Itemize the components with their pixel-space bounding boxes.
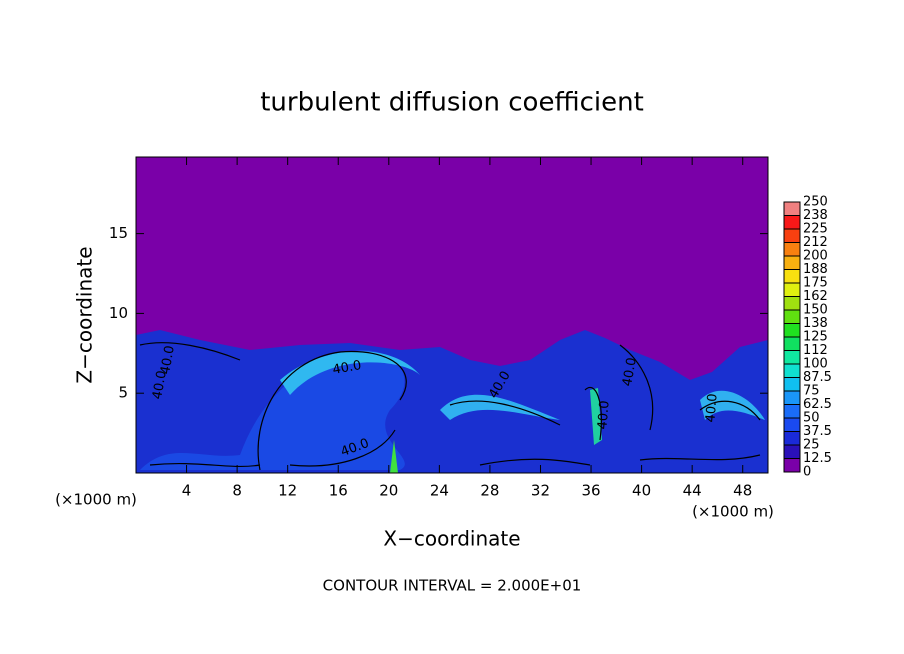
- field: [136, 157, 768, 473]
- x-tick-label: 28: [480, 482, 499, 500]
- field-swirl: [280, 351, 420, 395]
- y-tick-label: 5: [118, 384, 128, 402]
- y-axis-label: Z−coordinate: [73, 246, 97, 383]
- colorbar-label: 250: [803, 195, 828, 210]
- colorbar-label: 100: [803, 357, 828, 372]
- contour-label: 40.0: [158, 344, 178, 375]
- colorbar-label: 25: [803, 438, 820, 453]
- field-swirl: [390, 440, 398, 473]
- contours: [139, 342, 761, 471]
- x-unit-label: (×1000 m): [692, 503, 774, 521]
- colorbar-label: 62.5: [803, 397, 832, 412]
- x-tick-label: 12: [278, 482, 297, 500]
- x-tick-label: 8: [232, 482, 242, 500]
- x-tick-label: 16: [329, 482, 348, 500]
- colorbar-swatch: [784, 202, 800, 216]
- x-tick-label: 44: [683, 482, 702, 500]
- chart-title: turbulent diffusion coefficient: [260, 88, 644, 118]
- colorbar-swatch: [784, 364, 800, 378]
- colorbar-swatch: [784, 418, 800, 432]
- colorbar-label: 75: [803, 384, 820, 399]
- colorbar-swatch: [784, 242, 800, 256]
- plot-frame: [135, 156, 769, 474]
- colorbar-swatch: [784, 229, 800, 243]
- colorbar-swatch: [784, 350, 800, 364]
- colorbar-label: 150: [803, 303, 828, 318]
- x-tick-label: 40: [632, 482, 651, 500]
- footer-note: CONTOUR INTERVAL = 2.000E+01: [323, 577, 582, 595]
- y-tick-label: 15: [109, 224, 128, 242]
- colorbar-label: 12.5: [803, 451, 832, 466]
- colorbar-label: 175: [803, 276, 828, 291]
- colorbar-swatch: [784, 337, 800, 351]
- x-tick-label: 32: [531, 482, 550, 500]
- colorbar-swatch: [784, 431, 800, 445]
- colorbar-swatch: [784, 256, 800, 270]
- colorbar-label: 200: [803, 249, 828, 264]
- y-tick-label: 10: [109, 304, 128, 322]
- colorbar-label: 37.5: [803, 424, 832, 439]
- colorbar-label: 0: [803, 465, 811, 480]
- contour-label: 40.0: [150, 369, 170, 400]
- field-swirl: [590, 388, 602, 445]
- colorbar-swatch: [784, 458, 800, 472]
- colorbar-label: 50: [803, 411, 820, 426]
- x-tick-label: 24: [430, 482, 449, 500]
- colorbar-label: 162: [803, 289, 828, 304]
- colorbar-swatch: [784, 404, 800, 418]
- field-swirl: [140, 350, 405, 470]
- x-axis-label: X−coordinate: [383, 527, 520, 551]
- colorbar-label: 138: [803, 316, 828, 331]
- colorbar-label: 125: [803, 330, 828, 345]
- contour-label: 40.0: [331, 358, 362, 378]
- colorbar-swatch: [784, 269, 800, 283]
- colorbar-swatch: [784, 283, 800, 297]
- contour-label: 40.0: [703, 393, 720, 423]
- x-tick-label: 4: [182, 482, 192, 500]
- field-swirl: [700, 390, 765, 420]
- contour-label: 40.0: [595, 400, 612, 430]
- x-tick-label: 36: [581, 482, 600, 500]
- colorbar-swatch: [784, 215, 800, 229]
- contour-label: 40.0: [620, 356, 640, 387]
- colorbar-label: 238: [803, 208, 828, 223]
- colorbar-swatch: [784, 445, 800, 459]
- colorbar-swatch: [784, 296, 800, 310]
- x-unit-label: (×1000 m): [55, 491, 137, 509]
- colorbar-label: 112: [803, 343, 828, 358]
- colorbar-label: 87.5: [803, 370, 832, 385]
- x-tick-label: 48: [733, 482, 752, 500]
- colorbar-swatch: [784, 391, 800, 405]
- colorbar-swatch: [784, 377, 800, 391]
- colorbar-label: 188: [803, 262, 828, 277]
- colorbar-label: 225: [803, 222, 828, 237]
- colorbar-label: 212: [803, 235, 828, 250]
- colorbar-swatch: [784, 323, 800, 337]
- x-tick-label: 20: [379, 482, 398, 500]
- colorbar-swatch: [784, 310, 800, 324]
